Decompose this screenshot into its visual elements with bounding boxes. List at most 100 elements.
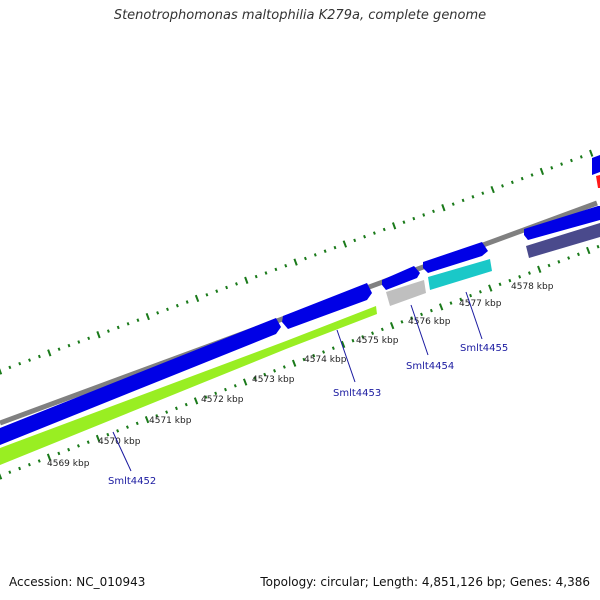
tick-mark: [18, 361, 22, 366]
leader-line-smlt4452: [112, 431, 132, 472]
tick-mark: [264, 271, 268, 275]
tick-mark: [557, 260, 561, 264]
tick-mark: [8, 470, 12, 474]
tick-mark: [215, 289, 219, 293]
tick-mark: [331, 346, 335, 350]
tick-mark: [284, 263, 288, 268]
cds-feature-right[interactable]: [524, 206, 600, 240]
tick-mark: [586, 246, 591, 255]
gene-label-smlt4455[interactable]: Smlt4455: [460, 343, 508, 354]
tick-mark: [471, 195, 475, 199]
tick-mark: [402, 220, 406, 224]
tick-mark: [589, 149, 594, 157]
tick-mark: [126, 322, 130, 326]
tick-mark: [449, 301, 453, 305]
tick-mark: [0, 473, 3, 480]
tick-mark: [57, 451, 61, 456]
tick-mark: [550, 166, 554, 170]
tick-mark: [382, 227, 386, 232]
tick-mark: [501, 184, 504, 188]
tick-mark: [323, 249, 327, 253]
tick-mark: [145, 312, 150, 321]
tick-mark: [87, 336, 91, 341]
tick-mark: [175, 303, 179, 308]
tick-mark: [37, 354, 41, 359]
tick-mark: [8, 365, 12, 370]
tick-mark: [461, 198, 465, 203]
leader-line-smlt4454: [410, 304, 429, 356]
tick-mark: [224, 387, 227, 392]
tick-mark: [136, 318, 140, 322]
accession-text: Accession: NC_010943: [9, 575, 146, 589]
gene-label-smlt4454[interactable]: Smlt4454: [406, 361, 454, 372]
tick-mark: [291, 359, 297, 367]
tick-mark: [371, 331, 375, 335]
tick-mark: [520, 176, 524, 181]
gene-label-smlt4452[interactable]: Smlt4452: [108, 476, 156, 487]
tick-mark: [459, 297, 463, 302]
tick-mark: [204, 395, 208, 399]
cds-feature-smlt4454[interactable]: [382, 266, 420, 290]
tick-mark: [312, 353, 316, 358]
kbp-labels: 4569 kbp 4570 kbp 4571 kbp 4572 kbp 4573…: [47, 282, 554, 469]
kbp-label: 4575 kbp: [356, 336, 399, 346]
gene-label-smlt4453[interactable]: Smlt4453: [333, 388, 381, 399]
tick-mark: [194, 294, 200, 303]
tick-mark: [106, 329, 110, 333]
cds-feature-top-right[interactable]: [592, 155, 600, 175]
tick-mark: [27, 462, 31, 467]
kbp-label: 4572 kbp: [201, 395, 244, 405]
tick-mark: [18, 466, 22, 471]
gc-feature-lime[interactable]: [0, 306, 377, 465]
tick-mark: [340, 340, 346, 349]
cds-feature-smlt4455[interactable]: [423, 242, 488, 273]
kbp-label: 4569 kbp: [47, 459, 90, 469]
tick-mark: [253, 376, 257, 381]
tick-mark: [372, 231, 376, 235]
tick-mark: [490, 185, 495, 194]
tick-mark: [389, 322, 395, 330]
tick-mark: [579, 155, 583, 159]
kbp-label: 4578 kbp: [511, 282, 554, 292]
feature-gray[interactable]: [386, 280, 426, 306]
tick-mark: [165, 410, 169, 414]
tick-mark: [244, 276, 249, 284]
tick-mark: [422, 213, 426, 217]
tick-mark: [391, 222, 397, 230]
tick-mark: [235, 282, 238, 286]
tick-mark: [353, 238, 357, 243]
tick-mark: [481, 191, 485, 195]
second-track: [0, 175, 600, 465]
tick-mark: [174, 406, 178, 411]
tick-mark: [37, 459, 41, 463]
kbp-label: 4571 kbp: [149, 416, 192, 426]
tick-mark: [363, 234, 367, 239]
tick-mark: [273, 369, 277, 373]
tick-mark: [144, 416, 150, 424]
cds-feature-smlt4453[interactable]: [282, 283, 372, 329]
feature-purple[interactable]: [526, 223, 600, 258]
tick-mark: [333, 245, 337, 250]
feature-red[interactable]: [596, 175, 600, 188]
tick-mark: [569, 158, 573, 163]
tick-mark: [95, 434, 101, 443]
tick-mark: [488, 284, 493, 292]
tick-mark: [429, 308, 433, 313]
tick-mark: [530, 173, 534, 177]
tick-mark: [537, 265, 542, 273]
kbp-label: 4576 kbp: [408, 317, 451, 327]
tick-mark: [57, 347, 61, 351]
tick-mark: [254, 274, 258, 279]
tick-mark: [106, 432, 110, 437]
tick-mark: [293, 258, 298, 266]
tick-mark: [67, 343, 71, 348]
tick-mark: [451, 202, 455, 206]
tick-mark: [567, 256, 571, 260]
tick-mark: [510, 180, 514, 185]
tick-mark: [46, 453, 52, 461]
tick-mark: [155, 414, 159, 418]
cds-feature-smlt4452[interactable]: [0, 318, 281, 445]
tick-mark: [116, 429, 120, 433]
feature-cyan[interactable]: [428, 259, 492, 290]
tick-mark: [322, 350, 326, 354]
